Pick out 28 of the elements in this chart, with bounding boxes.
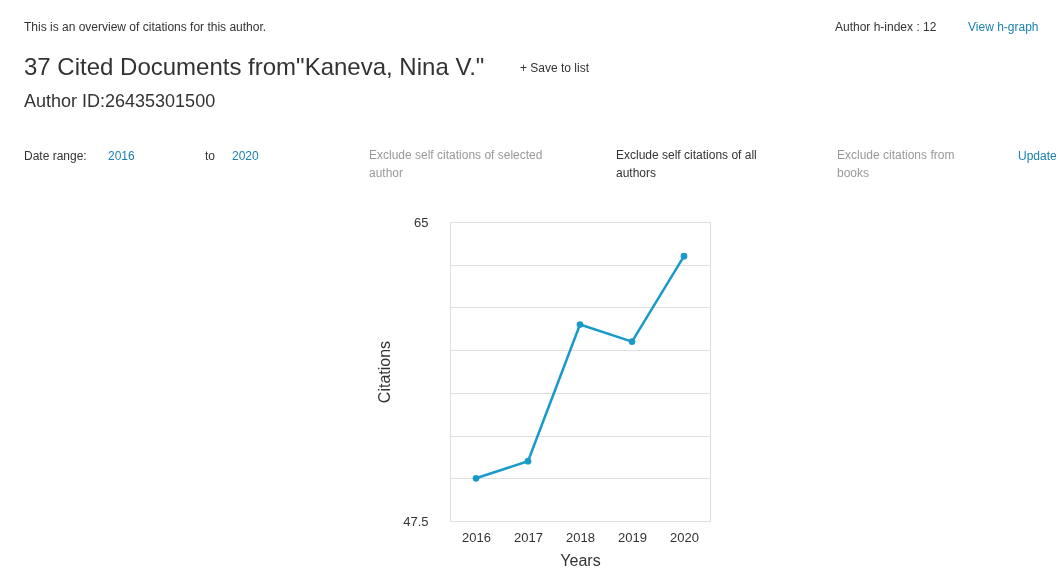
x-tick-label: 2019 <box>618 529 647 545</box>
text: Exclude self citations of selected author <box>369 148 543 180</box>
x-tick-label: 2020 <box>670 529 699 545</box>
text: 2020 <box>232 149 260 163</box>
text: Date range: <box>24 149 87 163</box>
point <box>576 321 584 328</box>
point <box>680 252 688 260</box>
text: Author ID:26435301500 <box>24 91 216 111</box>
x-tick-label: 2016 <box>462 529 491 545</box>
text: View h-graph <box>968 20 1039 34</box>
text: 2016 <box>108 149 136 163</box>
point <box>628 338 636 345</box>
text: 37 Cited Documents from"Kaneva, Nina V." <box>24 53 485 80</box>
point <box>524 457 532 465</box>
text: Exclude citations from books <box>837 148 955 180</box>
text: to <box>205 149 216 163</box>
point <box>472 474 480 482</box>
y-axis-title: Citations <box>376 340 394 404</box>
x-axis-title: Years <box>560 551 601 569</box>
y-tick-label: 47.5 <box>403 513 429 529</box>
x-tick-label: 2017 <box>514 529 543 545</box>
y-tick-label: 65 <box>414 214 429 230</box>
text: + Save to list <box>520 61 590 75</box>
x-tick-label: 2018 <box>566 529 595 545</box>
text: This is an overview of citations for this author. <box>24 20 267 34</box>
text: Update <box>1018 149 1058 163</box>
text: Exclude self citations of all authors <box>616 148 757 180</box>
text: Author h-index : 12 <box>835 20 937 34</box>
